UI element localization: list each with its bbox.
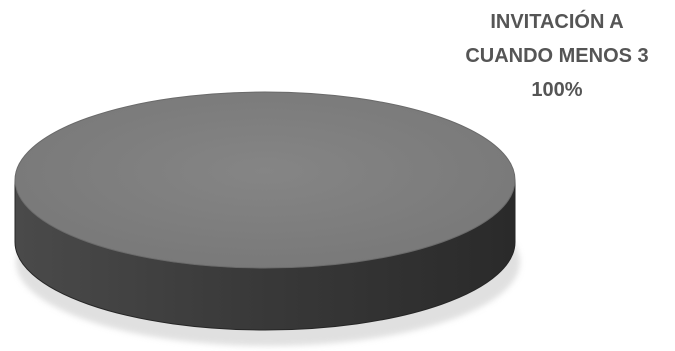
slice-label-line-2: CUANDO MENOS 3: [465, 45, 648, 67]
slice-label: INVITACIÓN A CUANDO MENOS 3 100%: [465, 9, 648, 101]
slice-label-line-1: INVITACIÓN A: [490, 9, 623, 33]
slice-value-label: 100%: [531, 79, 582, 101]
pie-slice: [14, 91, 516, 269]
